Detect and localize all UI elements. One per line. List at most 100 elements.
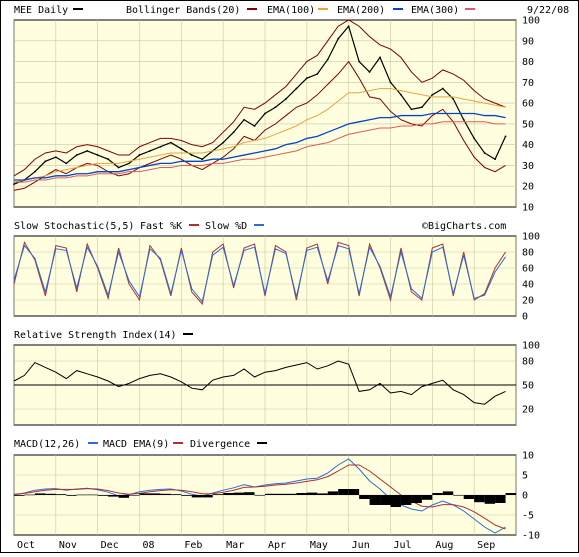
price-bb_upper-line: [13, 19, 506, 177]
stochastic-k-swatch: [189, 224, 199, 226]
price-close-point: [232, 131, 235, 134]
macd-ytick-label: 5: [522, 471, 528, 482]
macd-divergence-bar: [149, 493, 161, 495]
rsi-panel: 20 50 80 100: [13, 341, 540, 426]
price-close-point: [379, 56, 381, 59]
macd-divergence-bar: [484, 495, 496, 504]
macd-divergence-bar: [296, 493, 307, 495]
macd-divergence-bar: [348, 489, 360, 495]
macd-divergence-bar: [55, 494, 67, 495]
x-axis-label: 08: [143, 540, 155, 551]
price-close-point: [169, 141, 172, 144]
price-ytick-label: 60: [522, 99, 534, 110]
x-axis-label: Sep: [477, 540, 495, 551]
rsi-ytick-label: 20: [522, 405, 534, 416]
price-ytick-label: 10: [522, 203, 534, 214]
macd-swatch: [88, 442, 98, 444]
macd-legend-divergence: Divergence: [190, 439, 250, 450]
price-close-point: [452, 98, 455, 100]
macd-divergence-bar: [327, 491, 339, 495]
macd-macd-line: [13, 458, 506, 534]
macd-legend-signal: MACD EMA(9): [103, 439, 169, 450]
price-close-point: [337, 37, 340, 40]
price-panel: 10 20 30 40 50 60 70 80 90 100: [13, 16, 540, 214]
macd-divergence-bar: [129, 495, 140, 496]
legend-ema200-swatch: [393, 8, 403, 10]
stochastic-ytick-label: 0: [522, 312, 528, 323]
price-close-point: [483, 152, 486, 154]
stochastic-ytick-label: 40: [522, 280, 534, 291]
watermark: ©BigCharts.com: [422, 221, 506, 232]
legend-bollinger: Bollinger Bands(20): [126, 5, 240, 16]
price-close-point: [107, 158, 110, 161]
macd-divergence-bar: [244, 492, 255, 495]
stochastic-d-line: [13, 244, 506, 303]
price-close-point: [243, 118, 245, 121]
legend-bollinger-swatch: [247, 8, 257, 10]
stochastic-legend-d: Slow %D: [205, 221, 247, 232]
macd-divergence-bar: [474, 495, 485, 503]
macd-divergence-bar: [495, 495, 506, 503]
macd-signal-line: [13, 464, 506, 530]
price-ema200-line: [14, 112, 506, 181]
price-close-point: [75, 154, 78, 156]
macd-ytick-label: 10: [522, 451, 534, 462]
price-close-point: [190, 154, 193, 156]
stochastic-d-swatch: [254, 224, 264, 226]
macd-divergence-bar: [170, 494, 182, 495]
price-close-point: [264, 112, 266, 115]
macd-divergence-bar: [369, 495, 381, 505]
macd-divergence-bar: [212, 494, 224, 495]
price-close-point: [65, 162, 68, 165]
macd-signal-swatch: [173, 442, 183, 444]
legend-ema100: EMA(100): [267, 5, 315, 16]
macd-divergence-bar: [97, 495, 109, 496]
x-axis-label: Aug: [435, 540, 453, 551]
price-ema100-line: [13, 88, 506, 183]
rsi-ytick-label: 80: [522, 357, 534, 368]
x-axis-label: Jun: [352, 540, 370, 551]
macd-divergence-bar: [24, 494, 35, 496]
macd-divergence-bar: [380, 495, 391, 505]
macd-divergence-bar: [181, 495, 192, 496]
macd-ytick-label: -5: [522, 511, 534, 522]
price-ytick-label: 100: [522, 16, 540, 27]
stochastic-ytick-label: 80: [522, 248, 534, 259]
rsi-ytick-label: 50: [522, 381, 534, 392]
macd-divergence-bar: [108, 495, 119, 497]
price-ytick-label: 40: [522, 140, 534, 151]
x-axis-label: Mar: [226, 540, 244, 551]
x-axis-label: Feb: [184, 540, 202, 551]
macd-divergence-bar: [505, 493, 516, 495]
price-ytick-label: 80: [522, 57, 534, 68]
legend-ema100-swatch: [318, 8, 328, 10]
stochastic-panel: 0 20 40 60 80 100: [13, 232, 540, 323]
stochastic-ytick-label: 20: [522, 296, 534, 307]
legend-ema300-swatch: [465, 8, 475, 10]
price-close-point: [138, 154, 141, 156]
price-close-point: [285, 98, 287, 100]
x-axis: Oct Nov Dec 08 Feb Mar Apr May Jun Jul Aug Sep: [17, 540, 495, 551]
chart-date: 9/22/08: [527, 5, 569, 16]
rsi-rsi-line: [13, 360, 506, 405]
legend-ema200: EMA(200): [337, 5, 385, 16]
rsi-swatch: [183, 333, 193, 335]
price-ytick-label: 50: [522, 119, 534, 130]
rsi-title: Relative Strength Index(14): [14, 330, 177, 341]
symbol-label: MEE Daily: [14, 5, 68, 16]
macd-divergence-bar: [66, 495, 77, 496]
price-close-point: [441, 87, 444, 90]
price-close-point: [128, 162, 130, 165]
macd-divergence-bar: [411, 495, 422, 503]
price-close-point: [504, 135, 507, 138]
price-ytick-label: 90: [522, 36, 534, 47]
macd-divergence-bar: [421, 495, 433, 500]
macd-divergence-bar: [202, 495, 213, 498]
price-close-point: [159, 145, 162, 148]
price-close-point: [462, 118, 465, 121]
price-close-point: [201, 158, 204, 161]
price-close-point: [494, 158, 496, 161]
macd-divergence-bar: [223, 493, 234, 495]
price-close-point: [44, 160, 47, 163]
price-close-point: [149, 150, 151, 152]
